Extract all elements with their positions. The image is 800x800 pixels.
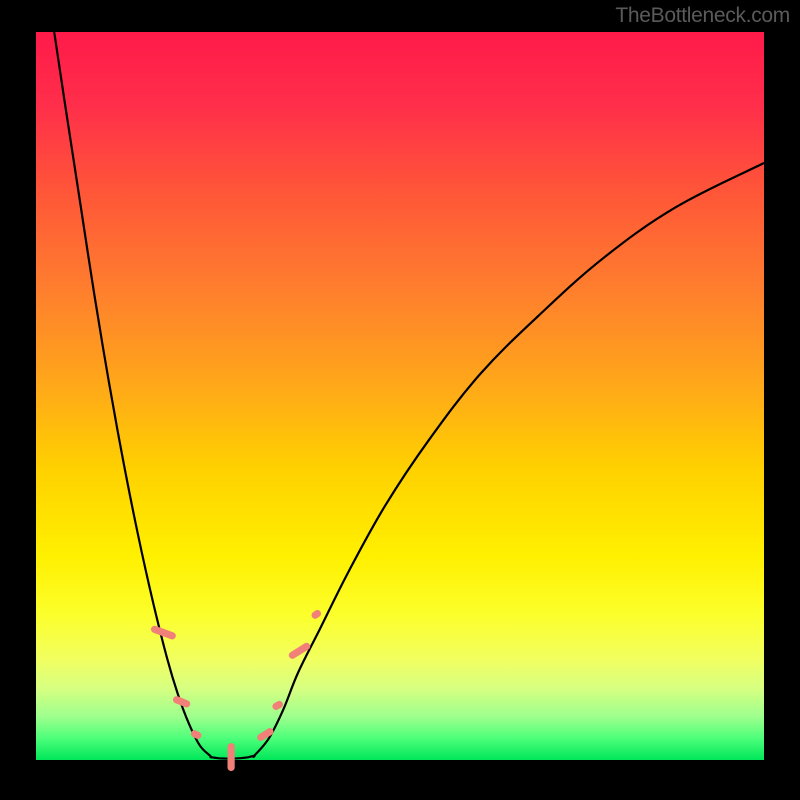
bottleneck-curve (36, 32, 764, 760)
curve-marker (228, 743, 235, 771)
curve-path (54, 32, 764, 759)
curve-marker (150, 625, 177, 641)
curve-marker (310, 609, 322, 621)
curve-marker (256, 727, 275, 743)
watermark-label: TheBottleneck.com (615, 4, 790, 28)
